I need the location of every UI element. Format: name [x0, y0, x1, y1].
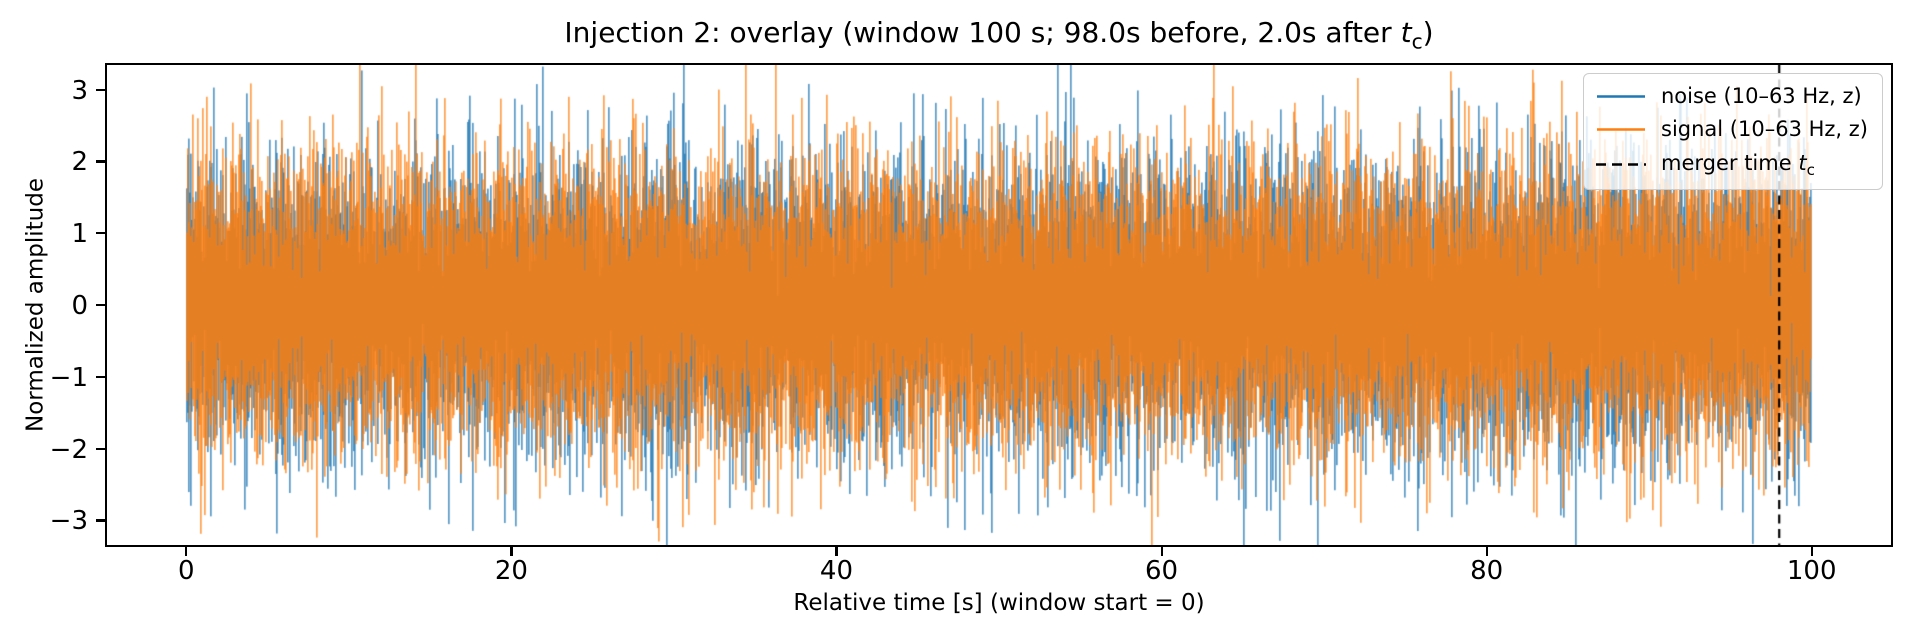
y-tick-label: −3: [49, 506, 88, 537]
y-tick-label: 1: [71, 219, 88, 250]
y-tick-mark: [96, 519, 105, 522]
y-tick-label: −2: [49, 434, 88, 465]
dashed-line-sample-icon: [1596, 163, 1646, 166]
legend-label-noise: noise (10–63 Hz, z): [1661, 84, 1862, 108]
y-tick-mark: [96, 447, 105, 450]
y-tick-mark: [96, 88, 105, 91]
chart-title-symbol: t: [1400, 16, 1412, 49]
y-tick-label: 0: [71, 291, 88, 321]
chart-title-subscript: c: [1411, 29, 1423, 54]
legend-entry-merger: merger time tc: [1596, 150, 1868, 180]
y-tick-mark: [96, 232, 105, 235]
legend-entry-noise: noise (10–63 Hz, z): [1596, 83, 1868, 109]
chart-title-suffix: ): [1422, 16, 1434, 49]
legend-label-merger-prefix: signal (10–63 Hz, z): [1661, 116, 1868, 142]
x-tick-label: 60: [1144, 556, 1179, 586]
x-axis-label: Relative time [s] (window start = 0): [793, 590, 1205, 616]
legend-label-signal: signal (10–63 Hz, z): [1661, 117, 1868, 142]
plot-area: noise (10–63 Hz, z) signal (10–63 Hz, z)…: [105, 63, 1893, 547]
chart-title-text: Injection 2: overlay (window 100 s; 98.0…: [564, 16, 1401, 49]
x-tick-label: 40: [819, 556, 853, 586]
x-tick-mark: [1810, 547, 1813, 556]
x-tick-mark: [185, 547, 188, 556]
y-tick-mark: [96, 304, 105, 307]
signal-line-sample-icon: [1597, 128, 1645, 131]
x-tick-mark: [835, 547, 838, 556]
x-tick-label: 100: [1786, 556, 1837, 586]
legend-label-merger: merger time tc: [1661, 150, 1815, 179]
y-tick-mark: [96, 375, 105, 378]
noise-line-sample-icon: [1597, 94, 1645, 98]
legend: noise (10–63 Hz, z) signal (10–63 Hz, z)…: [1583, 73, 1883, 190]
x-tick-mark: [1485, 547, 1488, 556]
x-tick-mark: [1160, 547, 1163, 556]
y-tick-mark: [96, 160, 105, 163]
x-tick-label: 20: [494, 556, 528, 586]
y-tick-label: 2: [71, 147, 88, 178]
x-tick-label: 0: [177, 556, 195, 586]
y-tick-label: −1: [49, 362, 88, 393]
legend-entry-signal: signal (10–63 Hz, z): [1596, 116, 1868, 142]
x-tick-mark: [510, 547, 513, 556]
y-tick-label: 3: [71, 75, 88, 106]
x-tick-label: 80: [1470, 556, 1504, 586]
chart-title: Injection 2: overlay (window 100 s; 98.0…: [105, 16, 1893, 54]
